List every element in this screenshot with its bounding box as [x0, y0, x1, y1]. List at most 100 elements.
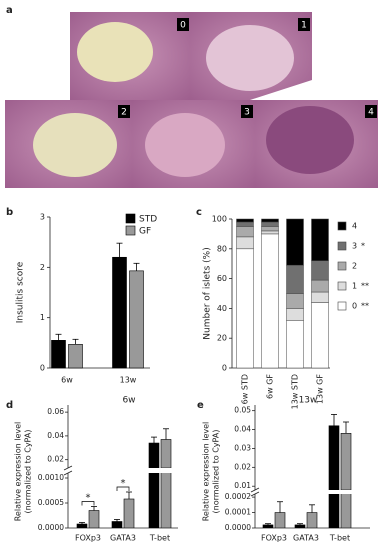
bar-segment — [236, 248, 254, 369]
y-tick-label: 80 — [217, 244, 227, 253]
axis-break — [63, 465, 73, 471]
bar-segment — [286, 264, 304, 294]
islet — [206, 25, 294, 91]
bar — [129, 270, 144, 369]
y-axis-label: Insulitis score — [16, 261, 26, 323]
x-tick-label: GATA3 — [110, 534, 136, 543]
bar — [123, 498, 135, 528]
x-tick-label: FOXp3 — [261, 534, 287, 543]
bar — [294, 524, 306, 528]
error-bar — [72, 338, 79, 345]
bar — [76, 523, 88, 528]
y-tick-label: 60 — [217, 274, 227, 283]
y-axis-label: Number of islets (%) — [203, 247, 213, 339]
error-bar — [55, 333, 62, 341]
error-bar — [91, 506, 97, 511]
x-tick-label: 6w — [61, 376, 73, 385]
y-tick-label: 1 — [40, 313, 45, 322]
legend-swatch — [125, 213, 136, 224]
significance-bracket — [81, 501, 95, 506]
x-tick-label: 13w — [120, 376, 137, 385]
bar-part — [294, 524, 306, 528]
legend-label: 0 — [352, 302, 357, 311]
legend-significance: * — [361, 242, 365, 251]
image-label-box — [298, 18, 310, 31]
panel-label: d — [6, 400, 13, 411]
y-tick-label: 20 — [217, 334, 227, 343]
error-bar — [331, 414, 337, 426]
y-tick-label: 100 — [212, 215, 227, 224]
legend-label: 4 — [352, 222, 357, 231]
bar-segment — [311, 279, 329, 293]
image-label-box — [118, 105, 130, 118]
image-label-box — [241, 105, 253, 118]
bar-segment — [236, 226, 254, 238]
legend-swatch — [337, 241, 347, 251]
y-tick-label: 0.02 — [234, 462, 251, 471]
x-tick-label: 13w GF — [316, 374, 325, 404]
y-axis-label: (normalized to CyPA) — [24, 430, 33, 514]
bar — [262, 524, 274, 528]
bar — [112, 256, 127, 369]
error-bar — [163, 428, 169, 440]
error-bar — [79, 522, 85, 524]
y-tick-label: 0.02 — [47, 455, 64, 464]
y-tick-label: 0.0000 — [225, 523, 251, 532]
x-tick-label: 13w STD — [291, 374, 300, 409]
bar-part — [328, 425, 340, 490]
axis-break — [250, 487, 260, 493]
y-tick-label: 0 — [40, 364, 45, 373]
axis-break — [63, 470, 73, 476]
legend-label: 1 — [352, 282, 357, 291]
chart-title: 6w — [122, 396, 135, 406]
image-label: 0 — [180, 21, 186, 31]
significance-label: * — [86, 493, 91, 504]
x-tick-label: 6w GF — [266, 374, 275, 399]
y-tick-label: 0.0005 — [38, 498, 64, 507]
error-bar — [343, 421, 349, 434]
bar-part — [274, 512, 286, 528]
x-tick-label: 6w STD — [241, 374, 250, 404]
bar — [111, 521, 123, 528]
y-tick-label: 0.04 — [234, 425, 251, 434]
panel-label: a — [6, 5, 13, 16]
error-bar — [114, 519, 120, 522]
legend-label: STD — [139, 215, 157, 225]
y-tick-label: 0.01 — [234, 481, 251, 490]
legend-significance: ** — [361, 282, 369, 291]
bar-segment — [311, 260, 329, 281]
islet — [77, 22, 153, 82]
error-bar — [116, 242, 123, 258]
x-tick-label: GATA3 — [293, 534, 319, 543]
bar — [68, 344, 83, 369]
bar-part — [340, 433, 352, 490]
bar-segment — [261, 221, 279, 227]
islet — [266, 106, 354, 174]
error-bar — [297, 523, 303, 525]
bar-segment — [286, 308, 304, 321]
bar-segment — [286, 293, 304, 309]
y-tick-label: 0.05 — [234, 406, 251, 415]
y-tick-label: 0.0010 — [38, 473, 64, 482]
y-tick-label: 3 — [40, 213, 45, 222]
panel-label: e — [197, 400, 204, 411]
histology-images — [5, 12, 378, 188]
x-tick-label: T-bet — [329, 534, 350, 543]
bar — [274, 512, 286, 528]
bar-part — [148, 473, 160, 528]
bar-part — [340, 494, 352, 528]
bar-part — [111, 521, 123, 528]
image-label: 3 — [244, 108, 250, 118]
error-bar — [265, 523, 271, 525]
bar-part — [123, 498, 135, 528]
image-label: 2 — [121, 108, 127, 118]
significance-label: * — [121, 478, 126, 489]
bar — [328, 425, 340, 528]
bar-segment — [261, 233, 279, 369]
bar-segment — [236, 218, 254, 223]
error-bar — [126, 491, 132, 499]
bar — [51, 340, 66, 369]
bar-part — [262, 524, 274, 528]
legend-swatch — [337, 281, 347, 291]
